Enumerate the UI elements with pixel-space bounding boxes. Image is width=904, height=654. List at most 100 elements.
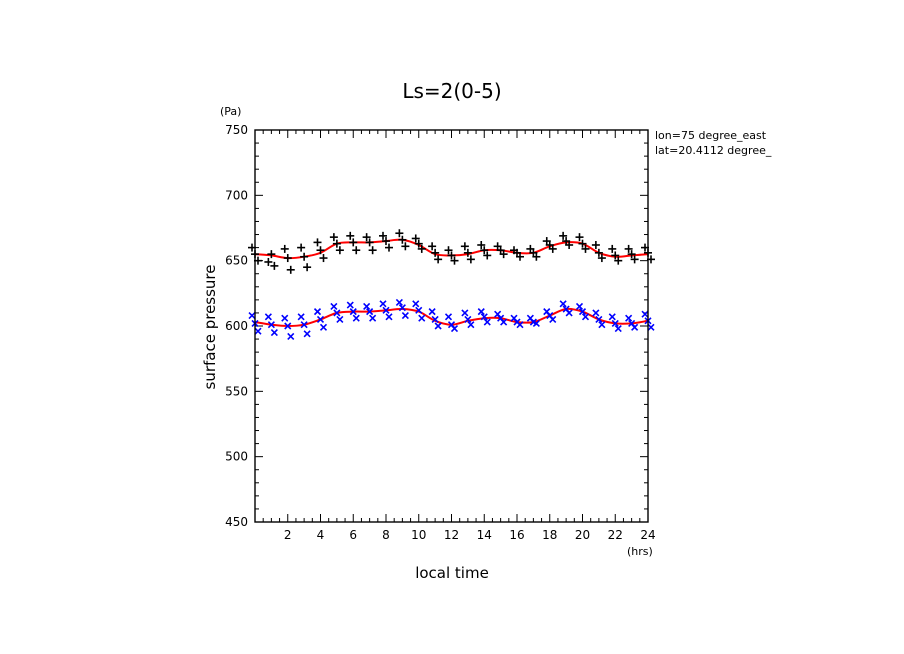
plus-point bbox=[428, 242, 437, 251]
x-stroke bbox=[352, 314, 360, 322]
x-stroke bbox=[418, 314, 426, 322]
x-stroke bbox=[363, 302, 371, 310]
x-point bbox=[319, 323, 328, 331]
x-point bbox=[575, 302, 584, 310]
x-point bbox=[450, 325, 459, 333]
x-point bbox=[549, 315, 557, 324]
x-point bbox=[336, 315, 344, 324]
x-stroke bbox=[647, 323, 655, 331]
plus-point bbox=[283, 254, 292, 263]
plus-point bbox=[352, 246, 361, 255]
x-stroke bbox=[366, 308, 374, 316]
x-axis-ticks: 2 4 6 8 10 12 14 16 18 20 22 24 bbox=[254, 130, 656, 542]
x-unit-label: (hrs) bbox=[627, 545, 653, 558]
plus-point bbox=[346, 231, 355, 240]
x-point bbox=[352, 314, 360, 322]
x-point bbox=[303, 330, 311, 338]
x-stroke bbox=[516, 321, 524, 329]
x-point bbox=[369, 314, 377, 322]
x-point bbox=[379, 300, 387, 308]
plus-point bbox=[526, 244, 535, 253]
plus-point bbox=[516, 252, 524, 261]
plus-point bbox=[316, 246, 325, 255]
plus-point bbox=[591, 240, 600, 249]
x-point bbox=[464, 315, 472, 324]
x-point bbox=[611, 319, 619, 327]
x-stroke bbox=[254, 327, 262, 335]
x-point bbox=[401, 311, 409, 320]
x-stroke bbox=[543, 308, 551, 316]
x-tick-label: 24 bbox=[640, 528, 655, 542]
x-tick-label: 16 bbox=[509, 528, 524, 542]
x-stroke bbox=[467, 321, 475, 329]
x-point bbox=[415, 306, 423, 314]
x-point bbox=[366, 308, 374, 316]
x-stroke bbox=[529, 318, 537, 326]
annotation-lat: lat=20.4112 degree_ bbox=[655, 144, 772, 157]
x-stroke bbox=[581, 313, 590, 321]
x-point bbox=[281, 314, 289, 322]
y-tick-label: 600 bbox=[225, 319, 248, 333]
plus-point bbox=[493, 242, 502, 251]
x-stroke bbox=[450, 325, 459, 333]
plus-point bbox=[300, 252, 309, 261]
x-stroke bbox=[369, 314, 377, 322]
plus-point bbox=[270, 261, 279, 270]
x-stroke bbox=[461, 309, 469, 317]
x-point bbox=[480, 313, 488, 321]
plus-point bbox=[447, 251, 456, 260]
x-stroke bbox=[281, 314, 289, 322]
y-axis-ticks: 450 500 550 600 650 700 750 bbox=[225, 123, 648, 529]
plus-point bbox=[510, 246, 518, 255]
x-point bbox=[385, 313, 393, 321]
x-point bbox=[248, 311, 256, 320]
x-point bbox=[477, 308, 485, 316]
plus-point bbox=[480, 246, 489, 255]
x-point bbox=[532, 319, 540, 327]
x-point bbox=[592, 309, 600, 317]
x-stroke bbox=[628, 319, 636, 327]
x-stroke bbox=[284, 322, 292, 330]
x-tick-label: 18 bbox=[542, 528, 557, 542]
x-stroke bbox=[510, 314, 518, 322]
x-stroke bbox=[480, 313, 488, 321]
plus-point bbox=[385, 243, 393, 252]
x-stroke bbox=[333, 309, 341, 317]
plus-point bbox=[627, 250, 636, 259]
x-stroke bbox=[497, 314, 505, 322]
x-point bbox=[625, 314, 633, 322]
plus-point bbox=[349, 238, 358, 247]
x-stroke bbox=[526, 314, 534, 322]
x-stroke bbox=[303, 330, 311, 338]
plus-point bbox=[398, 235, 407, 244]
y-unit-label: (Pa) bbox=[220, 105, 241, 118]
plus-point bbox=[499, 250, 508, 259]
plus-point bbox=[335, 246, 344, 255]
plus-point bbox=[332, 239, 341, 248]
plus-point bbox=[395, 229, 404, 238]
plus-point bbox=[565, 240, 574, 249]
x-stroke bbox=[546, 311, 554, 320]
x-point bbox=[494, 310, 502, 318]
plus-point bbox=[434, 255, 443, 264]
annotation-lon: lon=75 degree_east bbox=[655, 129, 767, 142]
x-stroke bbox=[575, 302, 584, 310]
x-stroke bbox=[614, 325, 622, 333]
plus-point bbox=[382, 237, 390, 246]
x-stroke bbox=[313, 308, 322, 316]
y-tick-label: 500 bbox=[225, 450, 248, 464]
x-point bbox=[608, 313, 616, 321]
x-point bbox=[559, 300, 567, 308]
plus-point bbox=[329, 233, 338, 242]
plus-point bbox=[264, 257, 273, 266]
plus-point bbox=[414, 239, 423, 248]
plus-point bbox=[581, 244, 590, 253]
x-stroke bbox=[316, 315, 325, 324]
x-axis-label: local time bbox=[415, 564, 489, 582]
plus-point bbox=[611, 251, 620, 260]
x-point bbox=[598, 321, 606, 329]
y-tick-label: 700 bbox=[225, 188, 248, 202]
x-point bbox=[444, 313, 453, 321]
x-point bbox=[382, 306, 390, 314]
x-point bbox=[297, 313, 305, 321]
